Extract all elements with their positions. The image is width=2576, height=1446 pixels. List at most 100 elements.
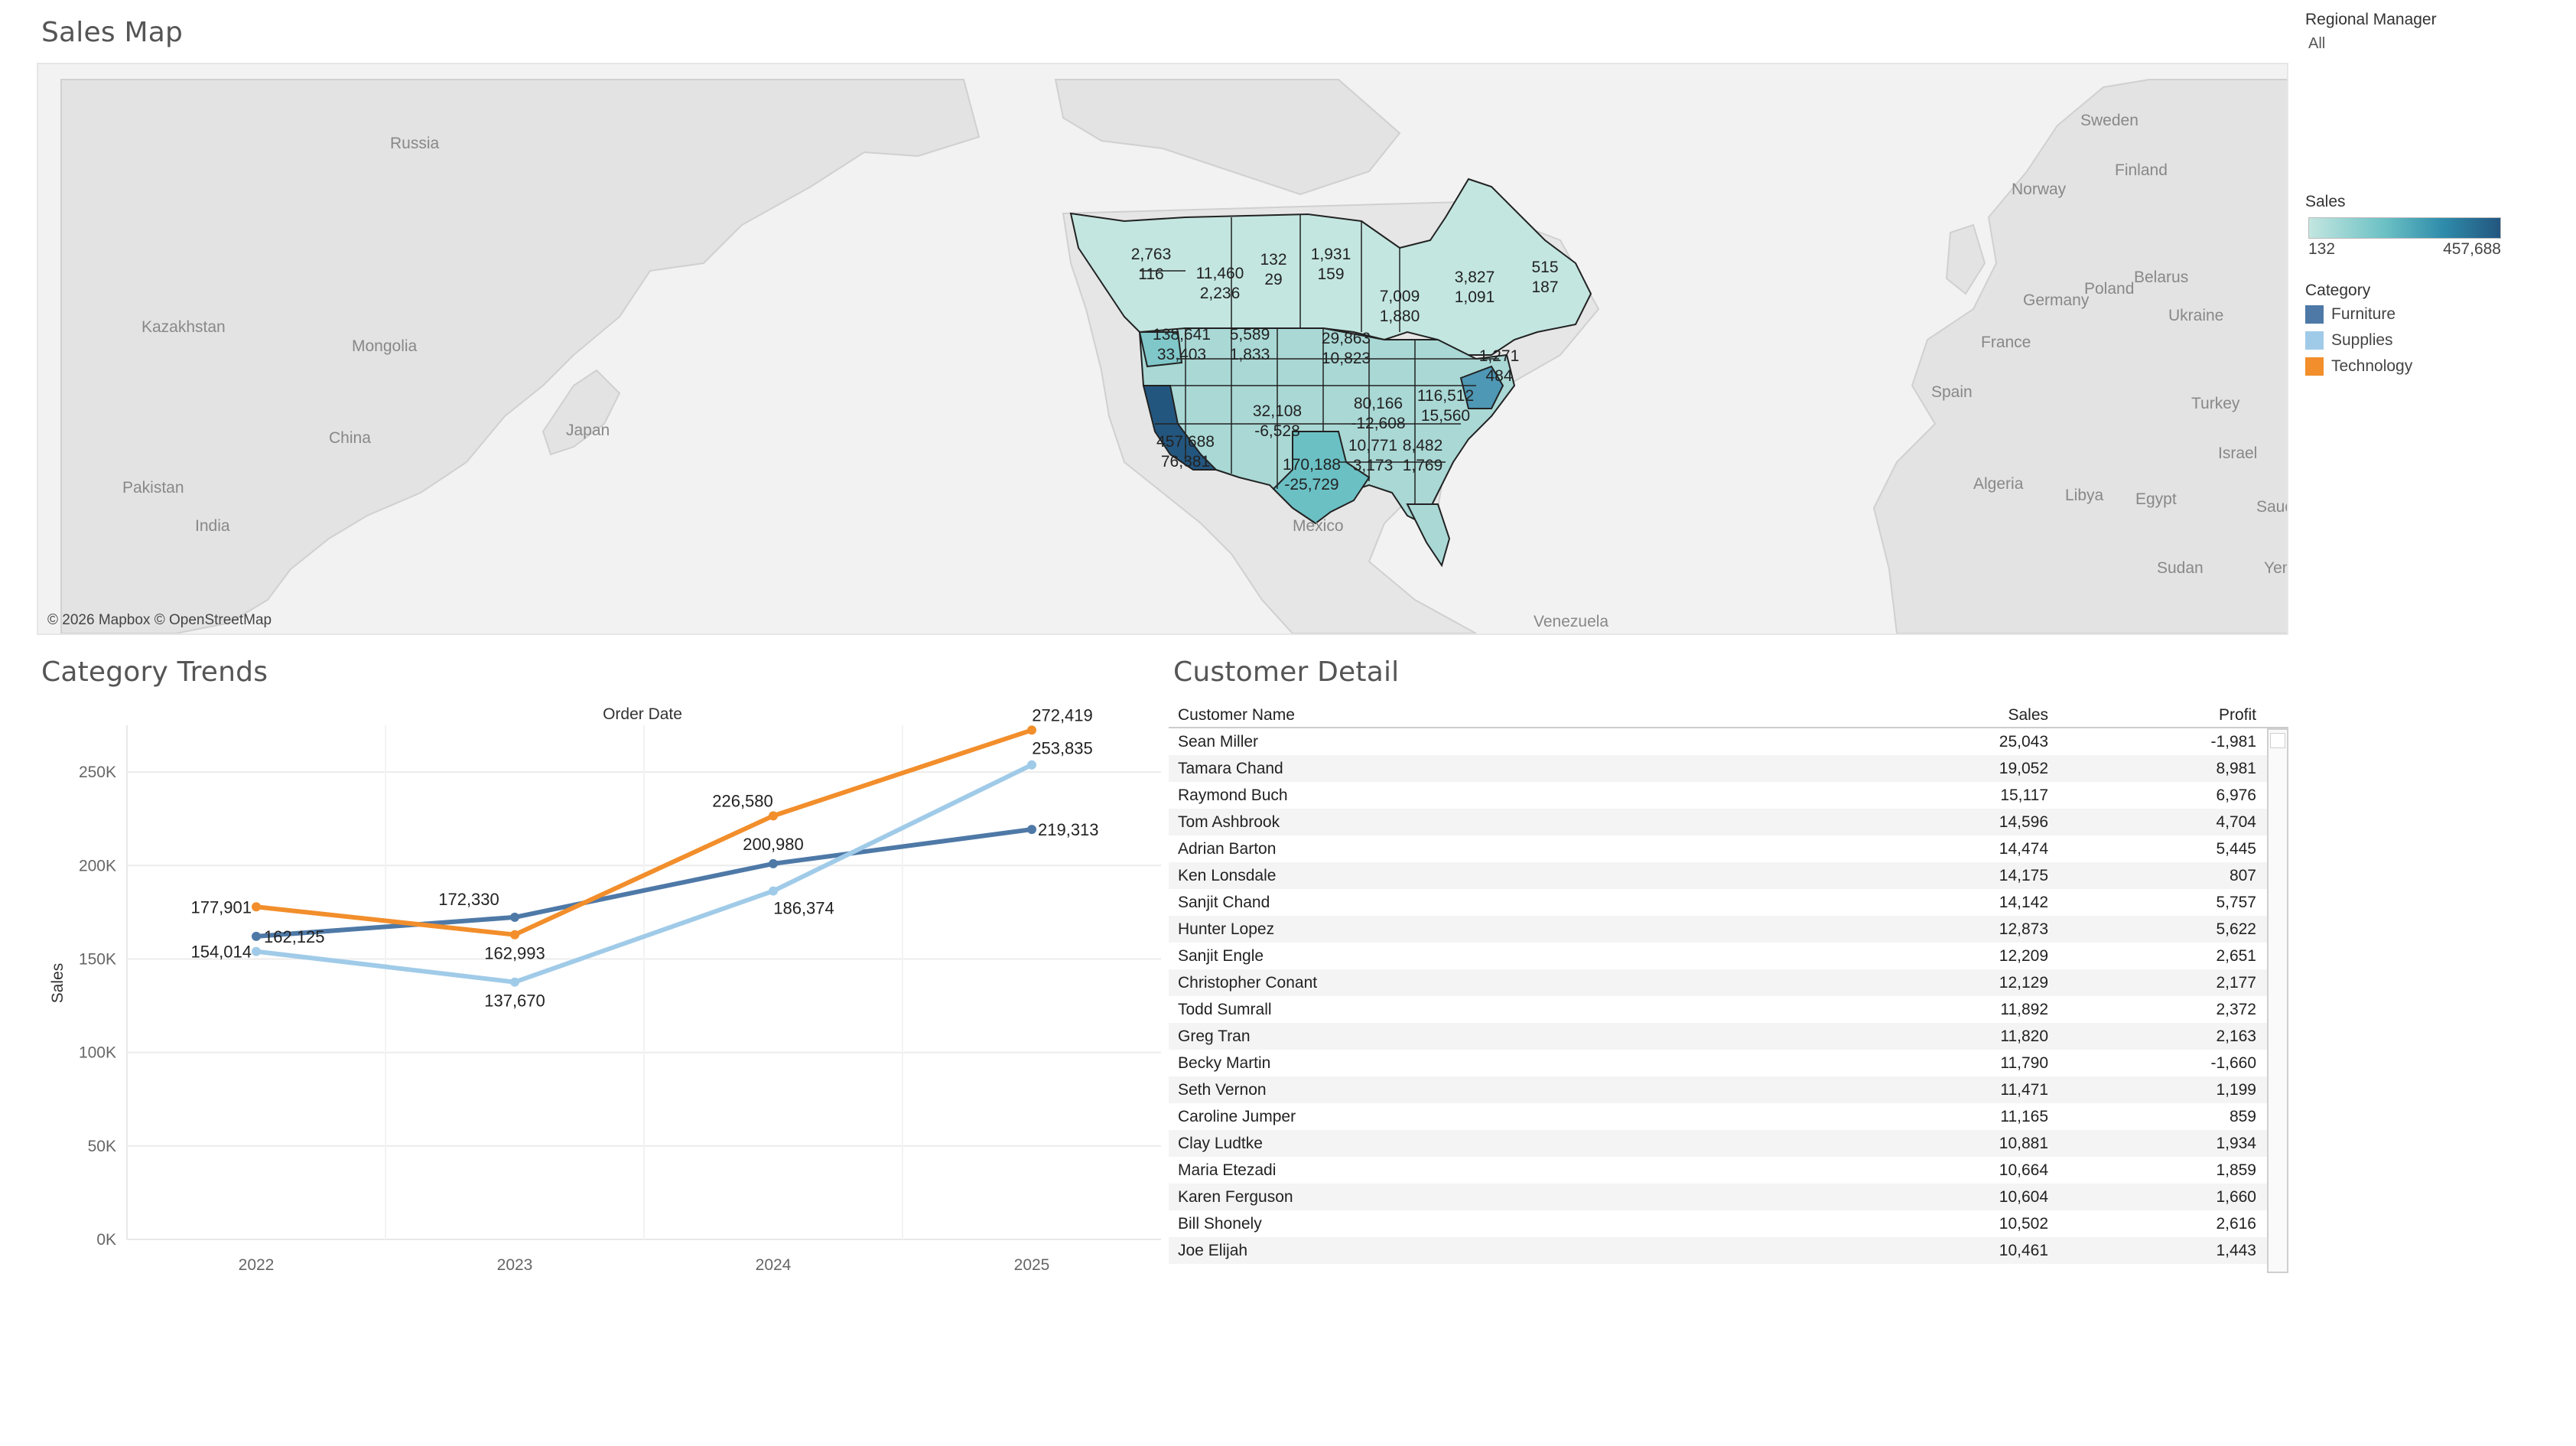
map-place-label: Mongolia — [352, 337, 418, 355]
europe-africa-landmass — [1872, 79, 2287, 633]
table-row[interactable]: Tom Ashbrook 14,596 4,704 — [1169, 809, 2288, 835]
texas-region[interactable] — [1272, 431, 1371, 525]
map-credit[interactable]: © 2026 Mapbox © OpenStreetMap — [47, 612, 272, 628]
sales-cell: 11,820 — [2000, 1027, 2048, 1045]
regional-manager-value[interactable]: All — [2308, 35, 2326, 52]
map-profit-value: 1,833 — [1230, 346, 1270, 363]
table-row[interactable]: Sean Miller 25,043 -1,981 — [1169, 728, 2288, 755]
sales-legend-title: Sales — [2305, 193, 2346, 210]
regional-manager-filter[interactable]: Regional Manager All — [2305, 11, 2437, 53]
map-profit-value: 10,823 — [1322, 350, 1371, 367]
table-row[interactable]: Seth Vernon 11,471 1,199 — [1169, 1076, 2288, 1103]
profit-cell: 2,163 — [2216, 1027, 2256, 1045]
profit-cell: 5,445 — [2216, 839, 2256, 858]
sales-map[interactable]: Russia Kazakhstan Mongolia China Pakistan Ind… — [37, 63, 2288, 635]
data-label-technology: 162,993 — [484, 944, 545, 963]
series-line-furniture[interactable] — [255, 827, 1033, 939]
table-row[interactable]: Christopher Conant 12,129 2,177 — [1169, 969, 2288, 996]
table-scrollbar[interactable] — [2267, 728, 2288, 1273]
customer-name-cell: Joe Elijah — [1178, 1241, 1248, 1259]
customer-detail-table[interactable]: Customer Name Sales Profit Sean Miller 25… — [1169, 704, 2288, 1275]
category-legend: Category Furniture Supplies Technology — [2305, 282, 2412, 379]
table-row[interactable]: Clay Ludtke 10,881 1,934 — [1169, 1130, 2288, 1157]
sales-cell: 14,175 — [1999, 866, 2048, 884]
header-profit[interactable]: Profit — [2218, 706, 2256, 724]
state-borders — [1140, 214, 1499, 516]
legend-item-technology[interactable]: Technology — [2305, 353, 2412, 379]
data-point-furniture[interactable] — [1027, 825, 1036, 835]
new-york-region[interactable] — [1459, 365, 1504, 409]
table-row[interactable]: Bill Shonely 10,502 2,616 — [1169, 1210, 2288, 1237]
sales-cell: 14,596 — [1999, 813, 2048, 831]
map-profit-value: 116 — [1138, 265, 1163, 283]
legend-item-furniture[interactable]: Furniture — [2305, 301, 2412, 327]
profit-cell: 2,372 — [2216, 1000, 2256, 1018]
data-label-supplies: 137,670 — [484, 992, 545, 1011]
table-row[interactable]: Karen Ferguson 10,604 1,660 — [1169, 1184, 2288, 1210]
series-line-supplies[interactable] — [255, 763, 1033, 985]
data-point-supplies[interactable] — [510, 977, 519, 987]
map-place-label: Belarus — [2134, 269, 2188, 286]
table-row[interactable]: Joe Elijah 10,461 1,443 — [1169, 1237, 2288, 1264]
y-axis-title: Sales — [49, 963, 67, 1004]
data-point-furniture[interactable] — [510, 912, 519, 922]
table-row[interactable]: Becky Martin 11,790 -1,660 — [1169, 1050, 2288, 1076]
table-row[interactable]: Hunter Lopez 12,873 5,622 — [1169, 916, 2288, 943]
data-point-supplies[interactable] — [252, 946, 261, 956]
table-row[interactable]: Maria Etezadi 10,664 1,859 — [1169, 1157, 2288, 1184]
data-label-furniture: 200,980 — [743, 835, 804, 854]
map-place-label: Germany — [2023, 291, 2090, 309]
customer-name-cell: Clay Ludtke — [1178, 1134, 1263, 1152]
sales-cell: 10,604 — [1999, 1187, 2048, 1206]
florida-region[interactable] — [1406, 503, 1451, 568]
map-sales-value: 8,482 — [1403, 437, 1443, 454]
data-label-furniture: 172,330 — [438, 890, 499, 909]
data-point-furniture[interactable] — [252, 931, 261, 941]
map-place-label: Spain — [1931, 383, 1973, 401]
data-point-furniture[interactable] — [769, 858, 778, 868]
data-point-supplies[interactable] — [769, 886, 778, 896]
data-point-technology[interactable] — [769, 811, 778, 821]
table-row[interactable]: Raymond Buch 15,117 6,976 — [1169, 782, 2288, 809]
table-row[interactable]: Adrian Barton 14,474 5,445 — [1169, 835, 2288, 862]
legend-item-supplies[interactable]: Supplies — [2305, 327, 2412, 353]
map-profit-value: 2,236 — [1200, 285, 1241, 302]
table-row[interactable]: Sanjit Chand 14,142 5,757 — [1169, 889, 2288, 916]
series-line-technology[interactable] — [255, 728, 1033, 937]
map-place-label: India — [195, 517, 230, 535]
map-place-label: Egypt — [2135, 490, 2177, 508]
customer-detail-title: Customer Detail — [1173, 656, 1400, 688]
table-row[interactable]: Todd Sumrall 11,892 2,372 — [1169, 996, 2288, 1023]
technology-swatch — [2305, 357, 2324, 376]
trend-chart-canvas[interactable]: Order Date Sales 0K 50K 100K 150K 200K 250K 2… — [37, 704, 1169, 1285]
table-row[interactable]: Sanjit Engle 12,209 2,651 — [1169, 943, 2288, 969]
data-point-technology[interactable] — [510, 930, 519, 940]
sales-cell: 10,664 — [1999, 1161, 2048, 1179]
data-point-technology[interactable] — [1027, 725, 1036, 735]
map-profit-value: 15,560 — [1421, 407, 1470, 425]
washington-region[interactable] — [1138, 331, 1183, 368]
scrollbar-thumb[interactable] — [2270, 733, 2285, 748]
table-row[interactable]: Caroline Jumper 11,165 859 — [1169, 1103, 2288, 1130]
header-sales[interactable]: Sales — [2008, 706, 2048, 724]
category-trends-chart[interactable]: Order Date Sales 0K 50K 100K 150K 200K 250K 2… — [37, 704, 1169, 1285]
map-profit-value: -25,729 — [1284, 476, 1338, 493]
map-sales-value: 80,166 — [1354, 395, 1403, 412]
profit-cell: 2,651 — [2216, 946, 2256, 965]
data-point-technology[interactable] — [252, 902, 261, 912]
series-lines[interactable] — [252, 725, 1036, 987]
map-sales-value: 170,188 — [1283, 456, 1341, 474]
profit-cell: 8,981 — [2216, 759, 2256, 777]
map-sales-value: 10,771 — [1348, 437, 1397, 454]
table-row[interactable]: Greg Tran 11,820 2,163 — [1169, 1023, 2288, 1050]
table-row[interactable]: Ken Lonsdale 14,175 807 — [1169, 862, 2288, 889]
customer-name-cell: Becky Martin — [1178, 1054, 1271, 1072]
california-region[interactable] — [1142, 385, 1218, 471]
header-customer-name[interactable]: Customer Name — [1178, 706, 1295, 724]
map-place-label: Sudan — [2157, 559, 2204, 577]
data-label-supplies: 186,374 — [773, 899, 834, 918]
map-canvas[interactable]: Russia Kazakhstan Mongolia China Pakistan Ind… — [38, 64, 2288, 633]
profit-cell: -1,660 — [2210, 1054, 2256, 1072]
table-row[interactable]: Tamara Chand 19,052 8,981 — [1169, 755, 2288, 782]
data-point-supplies[interactable] — [1027, 760, 1036, 770]
